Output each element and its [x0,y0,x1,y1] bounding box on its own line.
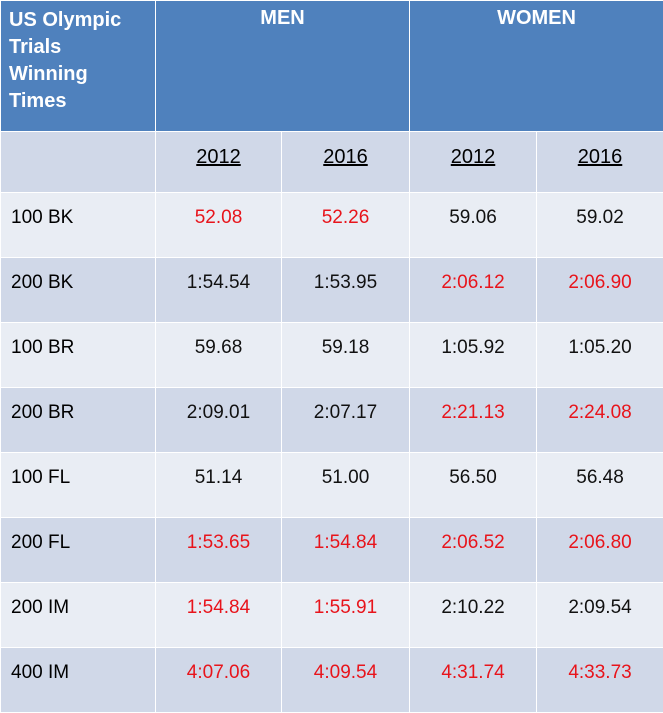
event-cell: 100 FL [1,453,156,518]
title-line: US Olympic [9,7,149,34]
group-header-women: WOMEN [410,1,663,132]
time-cell: 2:06.90 [537,258,663,323]
time-cell: 4:33.73 [537,648,663,713]
event-cell: 100 BR [1,323,156,388]
time-cell: 2:09.54 [537,583,663,648]
time-cell: 1:54.84 [156,583,282,648]
time-cell: 2:07.17 [282,388,410,453]
event-cell: 200 BK [1,258,156,323]
time-cell: 59.18 [282,323,410,388]
time-cell: 1:05.92 [410,323,537,388]
event-cell: 100 BK [1,193,156,258]
time-cell: 1:53.65 [156,518,282,583]
time-cell: 59.02 [537,193,663,258]
time-cell: 51.14 [156,453,282,518]
time-cell: 56.48 [537,453,663,518]
time-cell: 2:06.52 [410,518,537,583]
time-cell: 56.50 [410,453,537,518]
time-cell: 51.00 [282,453,410,518]
year-header: 2012 [156,132,282,193]
event-cell: 200 FL [1,518,156,583]
year-row: 2012 2016 2012 2016 [1,132,663,193]
time-cell: 2:09.01 [156,388,282,453]
time-cell: 4:31.74 [410,648,537,713]
time-cell: 1:55.91 [282,583,410,648]
time-cell: 2:21.13 [410,388,537,453]
event-cell: 400 IM [1,648,156,713]
year-label: 2012 [451,146,496,168]
time-cell: 59.06 [410,193,537,258]
year-empty-cell [1,132,156,193]
title-line: Winning [9,61,149,88]
time-cell: 4:09.54 [282,648,410,713]
time-cell: 1:53.95 [282,258,410,323]
year-header: 2016 [282,132,410,193]
group-header-men: MEN [156,1,410,132]
event-cell: 200 BR [1,388,156,453]
time-cell: 1:54.84 [282,518,410,583]
year-header: 2016 [537,132,663,193]
time-cell: 2:06.12 [410,258,537,323]
time-cell: 2:06.80 [537,518,663,583]
time-cell: 2:24.08 [537,388,663,453]
time-cell: 59.68 [156,323,282,388]
year-label: 2012 [196,146,241,168]
title-line: Times [9,88,149,115]
time-cell: 4:07.06 [156,648,282,713]
year-label: 2016 [578,146,623,168]
time-cell: 52.26 [282,193,410,258]
time-cell: 1:54.54 [156,258,282,323]
table-title: US Olympic Trials Winning Times [1,1,156,132]
time-cell: 52.08 [156,193,282,258]
time-cell: 2:10.22 [410,583,537,648]
year-header: 2012 [410,132,537,193]
year-label: 2016 [323,146,368,168]
title-line: Trials [9,34,149,61]
time-cell: 1:05.20 [537,323,663,388]
event-cell: 200 IM [1,583,156,648]
header-row: US Olympic Trials Winning Times MEN WOME… [1,1,663,132]
